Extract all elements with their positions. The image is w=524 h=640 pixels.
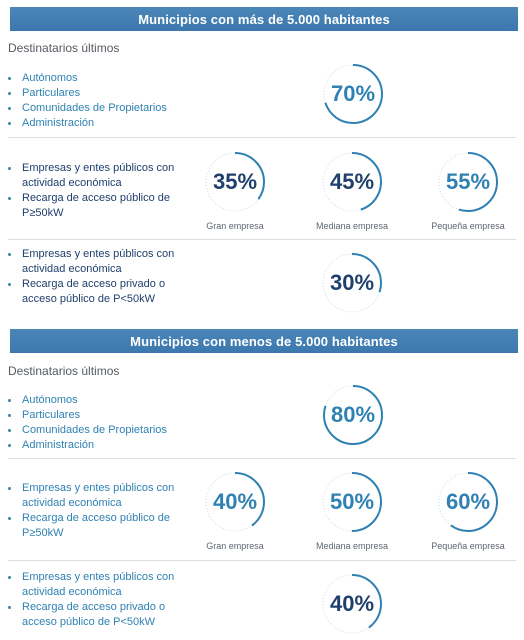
percent-value: 60%: [445, 489, 491, 514]
ring-graphic: [323, 385, 383, 445]
percent-ring: 40%: [320, 572, 384, 636]
section1-title: Municipios con más de 5.000 habitantes: [138, 11, 390, 27]
ring-progress: [205, 152, 265, 212]
ring-graphic: [205, 472, 265, 532]
divider: [8, 137, 516, 138]
ring-progress: [322, 253, 382, 313]
ring-graphic: [438, 152, 498, 212]
list-item: Recarga de acceso público de P≥50kW: [8, 191, 198, 221]
list-item: Empresas y entes públicos con actividad …: [8, 161, 198, 191]
section1-group1-list: Autónomos Particulares Comunidades de Pr…: [8, 71, 167, 131]
circle-caption: Mediana empresa: [315, 221, 389, 231]
list-item: Recarga de acceso público de P≥50kW: [8, 511, 198, 541]
percent-value: 40%: [212, 489, 258, 514]
percent-ring: 35%: [203, 150, 267, 214]
section2-title: Municipios con menos de 5.000 habitantes: [130, 333, 398, 349]
section1-group2-list: Empresas y entes públicos con actividad …: [8, 161, 198, 221]
ring-graphic: [322, 253, 382, 313]
section1-banner: Municipios con más de 5.000 habitantes: [10, 7, 518, 31]
list-item: Recarga de acceso privado o acceso públi…: [8, 277, 198, 307]
ring-graphic: [323, 64, 383, 124]
list-item: Administración: [8, 116, 167, 131]
circle-caption: Gran empresa: [206, 541, 264, 551]
ring-progress: [323, 64, 383, 124]
percent-ring: 40%: [203, 470, 267, 534]
percent-value: 45%: [329, 169, 375, 194]
percent-value: 40%: [329, 591, 375, 616]
percent-value: 35%: [212, 169, 258, 194]
ring-progress: [323, 385, 383, 445]
percent-value: 70%: [330, 81, 376, 106]
circle-caption: Pequeña empresa: [431, 541, 505, 551]
circle-caption: Gran empresa: [206, 221, 264, 231]
percent-ring: 45%: [320, 150, 384, 214]
percent-ring: 70%: [321, 62, 385, 126]
percent-value: 55%: [445, 169, 491, 194]
ring-progress: [438, 472, 498, 532]
section1-subtitle: Destinatarios últimos: [8, 41, 120, 55]
percent-ring: 80%: [321, 383, 385, 447]
list-item: Autónomos: [8, 393, 167, 408]
percent-ring: 30%: [320, 251, 384, 315]
divider: [8, 560, 516, 561]
list-item: Recarga de acceso privado o acceso públi…: [8, 600, 198, 630]
section2-group3-list: Empresas y entes públicos con actividad …: [8, 570, 198, 630]
percent-value: 30%: [329, 270, 375, 295]
ring-graphic: [322, 472, 382, 532]
circle-caption: Pequeña empresa: [431, 221, 505, 231]
circle-caption: Mediana empresa: [315, 541, 389, 551]
ring-graphic: [438, 472, 498, 532]
list-item: Particulares: [8, 408, 167, 423]
ring-progress: [205, 472, 265, 532]
section2-group1-list: Autónomos Particulares Comunidades de Pr…: [8, 393, 167, 453]
percent-ring: 50%: [320, 470, 384, 534]
list-item: Comunidades de Propietarios: [8, 101, 167, 116]
ring-progress: [322, 574, 382, 634]
ring-graphic: [205, 152, 265, 212]
divider: [8, 458, 516, 459]
section2-subtitle: Destinatarios últimos: [8, 364, 120, 378]
list-item: Empresas y entes públicos con actividad …: [8, 247, 198, 277]
section1-group3-list: Empresas y entes públicos con actividad …: [8, 247, 198, 307]
percent-ring: 55%: [436, 150, 500, 214]
ring-progress: [322, 152, 382, 212]
ring-graphic: [322, 152, 382, 212]
list-item: Particulares: [8, 86, 167, 101]
list-item: Administración: [8, 438, 167, 453]
list-item: Comunidades de Propietarios: [8, 423, 167, 438]
ring-progress: [438, 152, 498, 212]
ring-graphic: [322, 574, 382, 634]
percent-ring: 60%: [436, 470, 500, 534]
ring-progress: [322, 472, 382, 532]
list-item: Empresas y entes públicos con actividad …: [8, 481, 198, 511]
section2-group2-list: Empresas y entes públicos con actividad …: [8, 481, 198, 541]
percent-value: 80%: [330, 402, 376, 427]
percent-value: 50%: [329, 489, 375, 514]
list-item: Autónomos: [8, 71, 167, 86]
divider: [8, 239, 516, 240]
section2-banner: Municipios con menos de 5.000 habitantes: [10, 329, 518, 353]
list-item: Empresas y entes públicos con actividad …: [8, 570, 198, 600]
